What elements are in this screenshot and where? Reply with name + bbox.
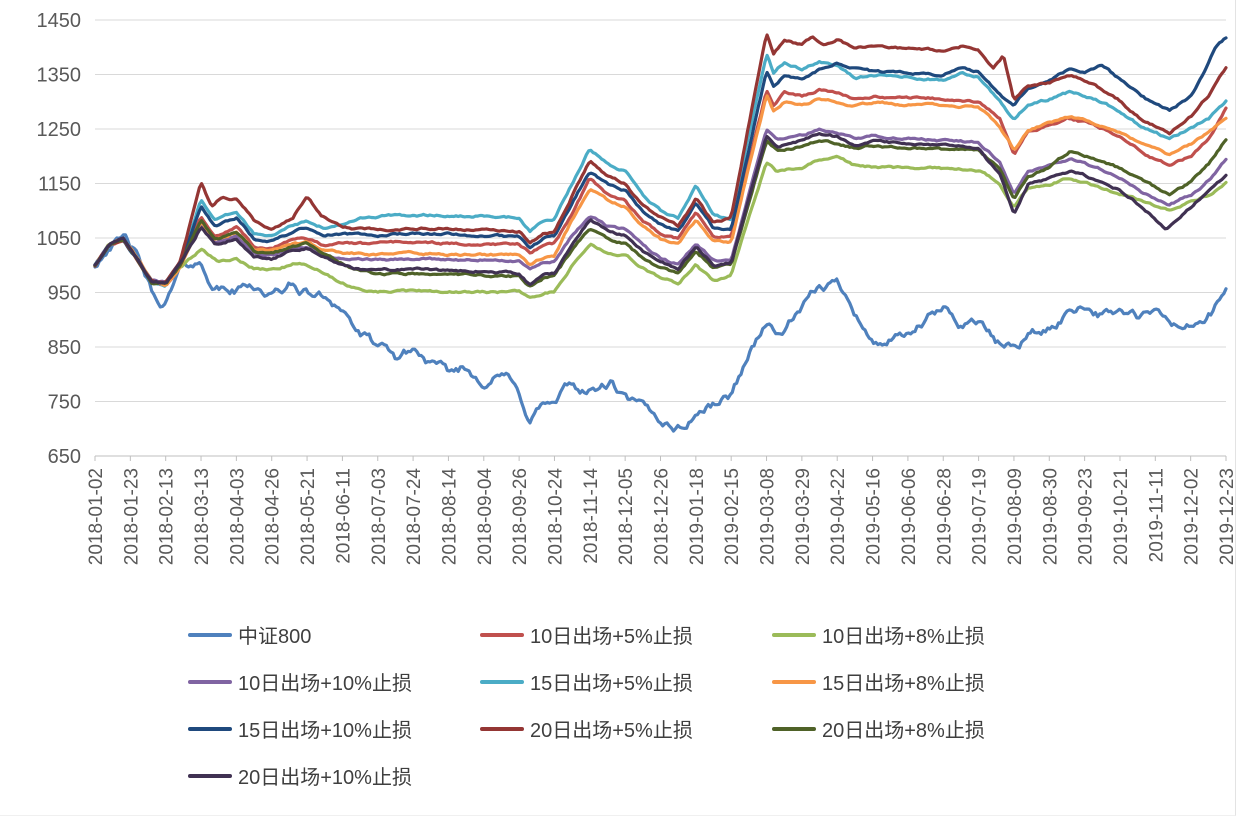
y-axis-tick-label: 650 [48,446,81,468]
x-axis-tick-label: 2019-01-18 [687,468,708,565]
legend-label: 15日出场+5%止损 [530,673,693,695]
chart-legend: 中证800 10日出场+5%止损 10日出场+8%止损 10日出场+10%止损 15日出… [188,620,1235,790]
legend-swatch-icon [480,679,524,684]
legend-label: 20日出场+10%止损 [238,767,412,789]
x-axis-tick-label: 2019-12-02 [1182,468,1203,565]
x-axis-tick-label: 2019-08-09 [1005,468,1026,565]
legend-swatch-icon [480,632,524,637]
y-axis-tick-label: 1450 [37,10,82,32]
x-axis-tick-label: 2018-07-24 [404,468,425,566]
x-axis-tick-label: 2018-09-26 [510,468,531,565]
legend-label: 中证800 [238,626,312,648]
y-axis-tick-label: 1350 [37,65,82,87]
legend-swatch-icon [188,726,232,731]
legend-swatch-icon [772,679,816,684]
x-axis-tick-label: 2018-08-14 [439,468,460,566]
x-axis-tick-label: 2019-05-16 [864,468,885,565]
x-axis-tick-label: 2019-06-06 [899,468,920,565]
x-axis-tick-label: 2018-01-23 [121,468,142,565]
x-axis-tick-label: 2019-11-11 [1146,468,1167,562]
legend-label: 20日出场+5%止损 [530,720,693,742]
legend-swatch-icon [188,632,232,637]
y-axis-tick-label: 1250 [37,119,82,141]
x-axis-tick-label: 2018-05-21 [298,468,319,565]
y-axis-tick-label: 750 [48,392,81,414]
legend-swatch-icon [188,773,232,778]
x-axis-tick-label: 2018-10-24 [545,468,566,566]
x-axis-tick-label: 2018-07-03 [369,468,390,565]
x-axis-tick-label: 2019-02-15 [722,468,743,565]
x-axis-tick-label: 2018-09-04 [475,468,496,566]
x-axis-tick-label: 2018-04-03 [227,468,248,565]
series-line-7 [93,33,1228,284]
series-line-0 [93,233,1228,433]
x-axis-tick-label: 2019-09-23 [1076,468,1097,565]
legend-item-8: 20日出场+8%止损 [772,714,1064,743]
legend-label: 10日出场+8%止损 [822,626,985,648]
x-axis-tick-label: 2018-03-13 [192,468,213,565]
plot-area: 650 750 850 950 1050 1150 1250 1350 1450 2018-01-… [37,10,1236,566]
y-axis-tick-label: 1150 [38,174,81,196]
x-axis-tick-label: 2018-04-26 [263,468,284,565]
legend-item-0: 中证800 [188,620,480,649]
y-axis-tick-label: 1050 [37,228,82,250]
legend-label: 15日出场+10%止损 [238,720,412,742]
legend-swatch-icon [188,679,232,684]
x-axis-tick-label: 2019-04-22 [828,468,849,565]
x-axis-tick-label: 2018-11-14 [581,468,602,564]
x-axis-tick-label: 2018-01-02 [86,468,107,565]
x-axis-tick-label: 2019-07-19 [970,468,991,565]
x-axis-tick-label: 2018-12-26 [652,468,673,565]
legend-item-6: 15日出场+10%止损 [188,714,480,743]
legend-swatch-icon [772,726,816,731]
x-axis-tick-label: 2019-03-29 [793,468,814,565]
x-axis-tick-label: 2019-08-30 [1040,468,1061,565]
x-axis-tick-label: 2019-06-28 [934,468,955,565]
legend-label: 15日出场+8%止损 [822,673,985,695]
legend-item-3: 10日出场+10%止损 [188,667,480,696]
series-line-1 [93,87,1228,287]
y-axis-tick-label: 950 [48,283,81,305]
x-axis-tick-label: 2019-03-08 [758,468,779,565]
legend-item-9: 20日出场+10%止损 [188,761,480,790]
legend-swatch-icon [772,632,816,637]
x-axis-tick-label: 2019-12-23 [1217,468,1236,565]
x-axis-tick-label: 2019-10-21 [1111,468,1132,565]
x-axis-tick-label: 2018-02-13 [157,468,178,565]
legend-label: 20日出场+8%止损 [822,720,985,742]
x-axis-tick-label: 2018-12-05 [616,468,637,565]
x-axis-tick-label: 2018-06-11 [333,468,354,564]
series-line-2 [93,154,1228,299]
y-axis-tick-label: 850 [48,337,81,359]
series-line-8 [93,138,1228,288]
legend-label: 10日出场+5%止损 [530,626,693,648]
legend-item-5: 15日出场+8%止损 [772,667,1064,696]
legend-item-1: 10日出场+5%止损 [480,620,772,649]
series-line-3 [93,127,1228,284]
series-line-5 [93,94,1228,287]
legend-swatch-icon [480,726,524,731]
series-line-9 [93,132,1228,287]
legend-item-4: 15日出场+5%止损 [480,667,772,696]
legend-item-2: 10日出场+8%止损 [772,620,1064,649]
legend-item-7: 20日出场+5%止损 [480,714,772,743]
series-line-4 [93,53,1228,288]
legend-label: 10日出场+10%止损 [238,673,412,695]
